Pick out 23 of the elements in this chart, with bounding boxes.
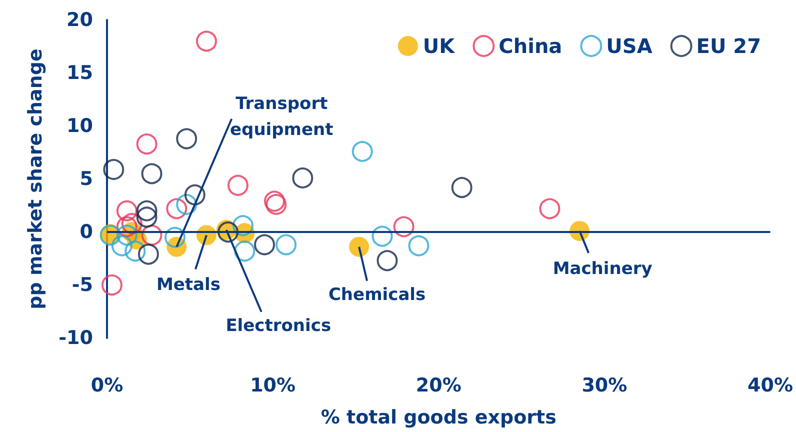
x-tick-label: 30% (582, 374, 628, 396)
y-tick-label: 5 (80, 168, 93, 190)
y-tick-label: 20 (66, 9, 93, 31)
legend-label: EU 27 (696, 34, 762, 58)
legend-label: USA (606, 34, 653, 58)
annotation: Chemicals (328, 284, 426, 305)
x-tick-label: 0% (90, 374, 124, 396)
annotation: Transport equipment (230, 94, 334, 140)
annotation: Machinery (552, 258, 652, 279)
annotation: Metals (156, 275, 220, 296)
x-axis-title: % total goods exports (320, 406, 556, 428)
y-tick-label: 15 (66, 62, 93, 84)
annotation: Electronics (226, 316, 332, 336)
legend-label: China (498, 34, 562, 58)
legend-label: UK (422, 34, 456, 58)
y-tick-label: 0 (80, 221, 93, 243)
y-axis-title: pp market share change (24, 48, 46, 310)
x-tick-label: 40% (748, 374, 794, 396)
y-tick-label: -10 (58, 327, 93, 349)
x-tick-label: 10% (250, 374, 296, 396)
x-tick-label: 20% (416, 374, 462, 396)
y-tick-label: -5 (72, 274, 93, 296)
y-tick-label: 10 (66, 115, 93, 137)
